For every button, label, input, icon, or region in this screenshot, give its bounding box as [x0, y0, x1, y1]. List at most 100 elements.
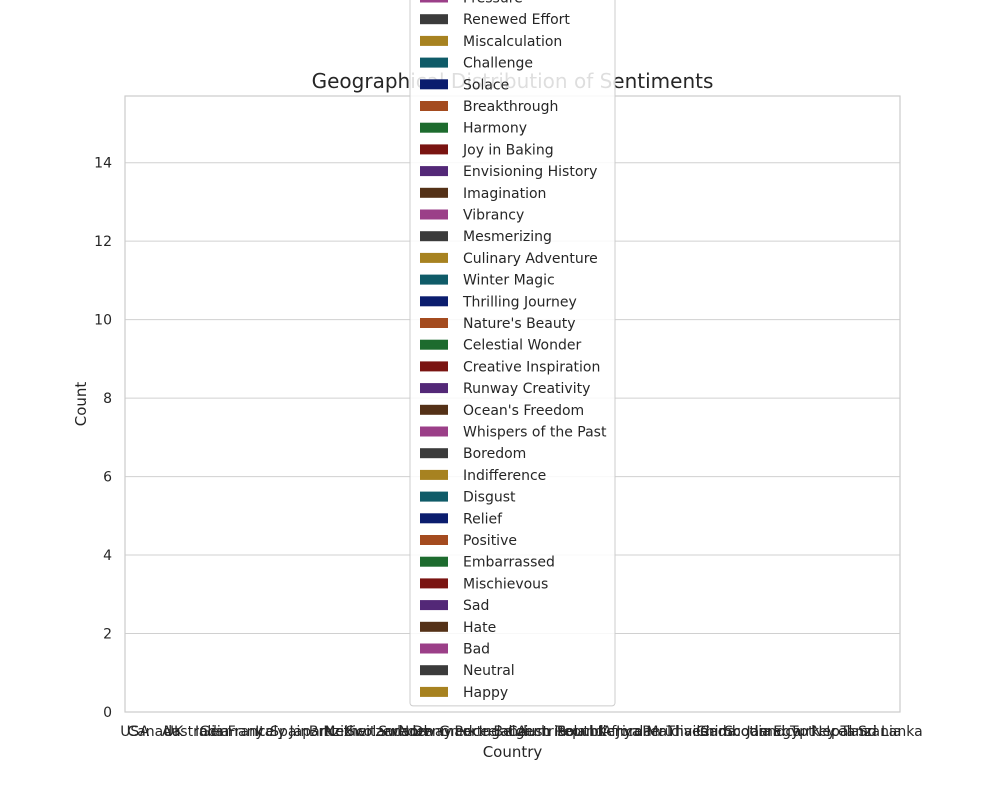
legend-swatch [420, 14, 448, 25]
legend-swatch [420, 469, 448, 480]
y-tick-label: 14 [94, 156, 112, 172]
legend-swatch [420, 296, 448, 307]
legend-swatch [420, 274, 448, 285]
legend-entry-label: Celestial Wonder [463, 338, 581, 354]
x-tick-label: Scotland [724, 724, 785, 740]
legend-swatch [420, 339, 448, 350]
legend-swatch [420, 101, 448, 111]
y-tick-label: 0 [103, 705, 112, 721]
x-tick-label: Poland [557, 724, 604, 740]
x-tick-label: Czech Republic [508, 724, 615, 740]
legend-entry-label: Nature's Beauty [463, 316, 576, 332]
legend-swatch [420, 0, 448, 3]
x-tick-label: Canada [127, 724, 180, 740]
legend-swatch [420, 665, 448, 676]
legend-swatch [420, 426, 448, 437]
legend-swatch [420, 578, 448, 589]
legend-swatch [420, 556, 448, 567]
legend-swatch [420, 600, 448, 611]
legend-entry-label: Runway Creativity [463, 381, 590, 397]
x-tick-label: Ireland [479, 724, 527, 740]
x-tick-label: Australia [162, 724, 224, 740]
legend-entry-label: Vibrancy [463, 208, 524, 224]
legend-entry-label: Solace [463, 77, 509, 93]
legend-entry-label: Culinary Adventure [463, 251, 598, 267]
y-axis-label: Count [72, 382, 90, 427]
x-tick-label: Germany [199, 724, 263, 740]
legend-swatch [420, 361, 448, 372]
legend-entry-label: Ocean's Freedom [463, 403, 584, 419]
legend-swatch [420, 448, 448, 459]
legend-entry-label: Disgust [463, 490, 516, 506]
legend-swatch [420, 643, 448, 654]
x-tick-label: Denmark [413, 724, 478, 740]
y-tick-label: 4 [103, 548, 112, 564]
legend-entry-label: Winter Magic [463, 273, 555, 289]
legend-swatch [420, 513, 448, 524]
x-tick-label: Tanzania [839, 724, 901, 740]
legend-swatch [420, 621, 448, 632]
y-axis: 0 2 4 6 8 10 12 14 [94, 156, 112, 721]
x-tick-label: Austria [517, 724, 566, 740]
x-tick-label: China [696, 724, 736, 740]
y-tick-label: 6 [103, 470, 112, 486]
legend-entry-label: Hate [463, 620, 496, 636]
x-axis: USACanadaUKAustraliaIndiaGermanyFranceIt… [120, 724, 922, 740]
x-tick-label: France [228, 724, 275, 740]
legend-entry-label: Positive [463, 533, 517, 549]
x-tick-label: South Africa [557, 724, 642, 740]
x-tick-label: USA [120, 724, 149, 740]
legend-swatch [420, 79, 448, 90]
legend-swatch [420, 383, 448, 394]
x-tick-label: Peru [642, 724, 673, 740]
legend-swatch [420, 404, 448, 415]
legend-swatch [420, 35, 448, 46]
legend-entry-label: Joy in Baking [462, 142, 554, 158]
legend-swatch [420, 318, 448, 328]
legend-entry-label: Indifference [463, 468, 546, 484]
legend-entry-label: Happy [463, 685, 508, 701]
legend-entry-label: Breakthrough [463, 99, 558, 115]
legend-entry-label: Creative Inspiration [463, 359, 600, 375]
x-tick-label: Sri Lanka [858, 724, 923, 740]
legend-entry-label: Harmony [463, 121, 527, 137]
legend-entry-label: Whispers of the Past [463, 425, 607, 441]
legend-swatch [420, 144, 448, 155]
x-tick-label: Belgium [493, 724, 550, 740]
legend-entry-label: Renewed Effort [463, 12, 570, 28]
legend-entry-label: Boredom [463, 446, 526, 462]
legend-swatch [420, 187, 448, 198]
legend-entry-label: Relief [463, 511, 503, 527]
x-tick-label: Portugal [454, 724, 512, 740]
legend-swatch [420, 231, 448, 242]
x-tick-label: Netherlands [325, 724, 410, 740]
legend-entry-label: Miscalculation [463, 34, 562, 50]
legend-entry-label: Pressure [463, 0, 523, 7]
x-tick-label: Egypt [773, 724, 814, 740]
x-tick-label: Spain [270, 724, 309, 740]
legend: Pressure Renewed Effort Miscalculation Chal… [409, 0, 616, 707]
x-tick-label: Japan [289, 724, 329, 740]
x-tick-label: Norway [399, 724, 452, 740]
legend-swatch [420, 686, 448, 697]
x-tick-label: Brazil [309, 724, 348, 740]
legend-swatch [420, 57, 448, 68]
x-tick-label: Greece [439, 724, 489, 740]
legend-swatch [420, 166, 448, 177]
y-tick-label: 10 [94, 313, 112, 329]
legend-entry-label: Envisioning History [463, 164, 597, 180]
x-tick-label: Cambodia [700, 724, 771, 740]
x-tick-label: Kenya [598, 724, 641, 740]
x-tick-label: Mexico [323, 724, 372, 740]
x-tick-label: Maldives [646, 724, 708, 740]
legend-entry-label: Challenge [463, 56, 533, 72]
legend-box [409, 0, 616, 707]
x-tick-label: India [195, 724, 229, 740]
legend-entry-label: Thrilling Journey [462, 294, 577, 310]
x-tick-label: Nepal [812, 724, 852, 740]
legend-entry-label: Sad [463, 598, 489, 614]
legend-swatch [420, 491, 448, 502]
legend-entry-label: Bad [463, 642, 490, 658]
legend-entry-label: Mischievous [463, 576, 548, 592]
